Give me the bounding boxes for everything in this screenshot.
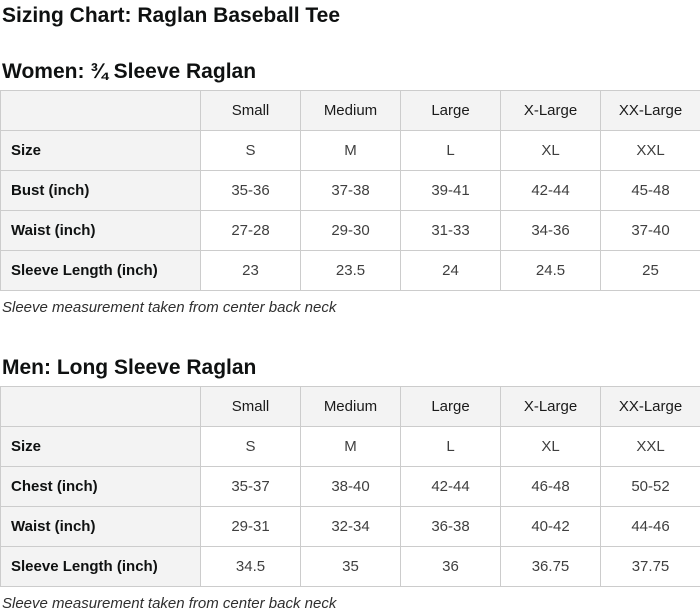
- column-header-medium: Medium: [300, 386, 401, 427]
- men-sizing-table: Small Medium Large X-Large XX-Large Size…: [0, 386, 700, 587]
- women-section-heading: Women: ¾ Sleeve Raglan: [2, 60, 257, 83]
- corner-cell: [0, 90, 201, 131]
- size-value-cell: 35: [300, 546, 401, 587]
- size-value-cell: 36.75: [500, 546, 601, 587]
- table-row-sleeve-length: Sleeve Length (inch) 34.5 35 36 36.75 37…: [0, 546, 700, 587]
- size-value-cell: 34-36: [500, 210, 601, 251]
- size-value-cell: XL: [500, 426, 601, 467]
- row-label: Waist (inch): [0, 506, 201, 547]
- size-value-cell: 39-41: [400, 170, 501, 211]
- size-value-cell: 37-40: [600, 210, 700, 251]
- size-value-cell: 45-48: [600, 170, 700, 211]
- women-sizing-table: Small Medium Large X-Large XX-Large Size…: [0, 90, 700, 291]
- row-label: Sleeve Length (inch): [0, 546, 201, 587]
- row-label: Size: [0, 130, 201, 171]
- size-value-cell: 36: [400, 546, 501, 587]
- column-header-xx-large: XX-Large: [600, 386, 700, 427]
- measurement-note: Sleeve measurement taken from center bac…: [2, 595, 337, 612]
- column-header-xx-large: XX-Large: [600, 90, 700, 131]
- size-value-cell: M: [300, 426, 401, 467]
- size-value-cell: 40-42: [500, 506, 601, 547]
- size-value-cell: 42-44: [500, 170, 601, 211]
- size-value-cell: 29-31: [200, 506, 301, 547]
- column-header-small: Small: [200, 386, 301, 427]
- women-section: Women: ¾ Sleeve Raglan Small Medium Larg…: [0, 59, 700, 317]
- row-label: Size: [0, 426, 201, 467]
- corner-cell: [0, 386, 201, 427]
- size-value-cell: 44-46: [600, 506, 700, 547]
- size-value-cell: 38-40: [300, 466, 401, 507]
- column-header-large: Large: [400, 386, 501, 427]
- men-section-heading: Men: Long Sleeve Raglan: [2, 356, 257, 379]
- size-value-cell: M: [300, 130, 401, 171]
- table-row-sleeve-length: Sleeve Length (inch) 23 23.5 24 24.5 25: [0, 250, 700, 291]
- size-value-cell: S: [200, 426, 301, 467]
- table-header-row: Small Medium Large X-Large XX-Large: [0, 90, 700, 131]
- table-header-row: Small Medium Large X-Large XX-Large: [0, 386, 700, 427]
- size-value-cell: 31-33: [400, 210, 501, 251]
- row-label: Chest (inch): [0, 466, 201, 507]
- column-header-small: Small: [200, 90, 301, 131]
- size-value-cell: 37.75: [600, 546, 700, 587]
- size-value-cell: 29-30: [300, 210, 401, 251]
- row-label: Sleeve Length (inch): [0, 250, 201, 291]
- size-value-cell: XXL: [600, 426, 700, 467]
- size-value-cell: 27-28: [200, 210, 301, 251]
- row-label: Waist (inch): [0, 210, 201, 251]
- size-value-cell: 50-52: [600, 466, 700, 507]
- table-row-waist: Waist (inch) 27-28 29-30 31-33 34-36 37-…: [0, 210, 700, 251]
- size-value-cell: L: [400, 426, 501, 467]
- row-label: Bust (inch): [0, 170, 201, 211]
- table-row-size: Size S M L XL XXL: [0, 426, 700, 467]
- size-value-cell: 35-37: [200, 466, 301, 507]
- size-value-cell: 23.5: [300, 250, 401, 291]
- size-value-cell: 24.5: [500, 250, 601, 291]
- size-value-cell: S: [200, 130, 301, 171]
- size-value-cell: 42-44: [400, 466, 501, 507]
- column-header-x-large: X-Large: [500, 90, 601, 131]
- table-row-bust: Bust (inch) 35-36 37-38 39-41 42-44 45-4…: [0, 170, 700, 211]
- column-header-medium: Medium: [300, 90, 401, 131]
- size-value-cell: 35-36: [200, 170, 301, 211]
- size-value-cell: 23: [200, 250, 301, 291]
- size-value-cell: 37-38: [300, 170, 401, 211]
- column-header-x-large: X-Large: [500, 386, 601, 427]
- page-title: Sizing Chart: Raglan Baseball Tee: [2, 4, 341, 27]
- table-row-chest: Chest (inch) 35-37 38-40 42-44 46-48 50-…: [0, 466, 700, 507]
- size-value-cell: 32-34: [300, 506, 401, 547]
- column-header-large: Large: [400, 90, 501, 131]
- size-value-cell: XXL: [600, 130, 700, 171]
- size-value-cell: XL: [500, 130, 601, 171]
- size-value-cell: 36-38: [400, 506, 501, 547]
- measurement-note: Sleeve measurement taken from center bac…: [2, 299, 337, 316]
- size-value-cell: 25: [600, 250, 700, 291]
- men-section: Men: Long Sleeve Raglan Small Medium Lar…: [0, 355, 700, 613]
- table-row-size: Size S M L XL XXL: [0, 130, 700, 171]
- size-value-cell: L: [400, 130, 501, 171]
- table-row-waist: Waist (inch) 29-31 32-34 36-38 40-42 44-…: [0, 506, 700, 547]
- size-value-cell: 24: [400, 250, 501, 291]
- size-value-cell: 34.5: [200, 546, 301, 587]
- size-value-cell: 46-48: [500, 466, 601, 507]
